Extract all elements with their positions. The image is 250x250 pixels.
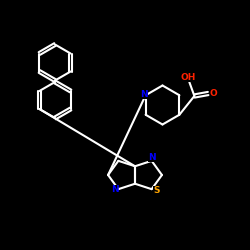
Text: N: N (140, 90, 148, 98)
Text: OH: OH (180, 73, 196, 82)
Text: N: N (111, 185, 118, 194)
Text: N: N (148, 153, 156, 162)
Text: O: O (210, 88, 218, 98)
Text: S: S (153, 186, 160, 195)
